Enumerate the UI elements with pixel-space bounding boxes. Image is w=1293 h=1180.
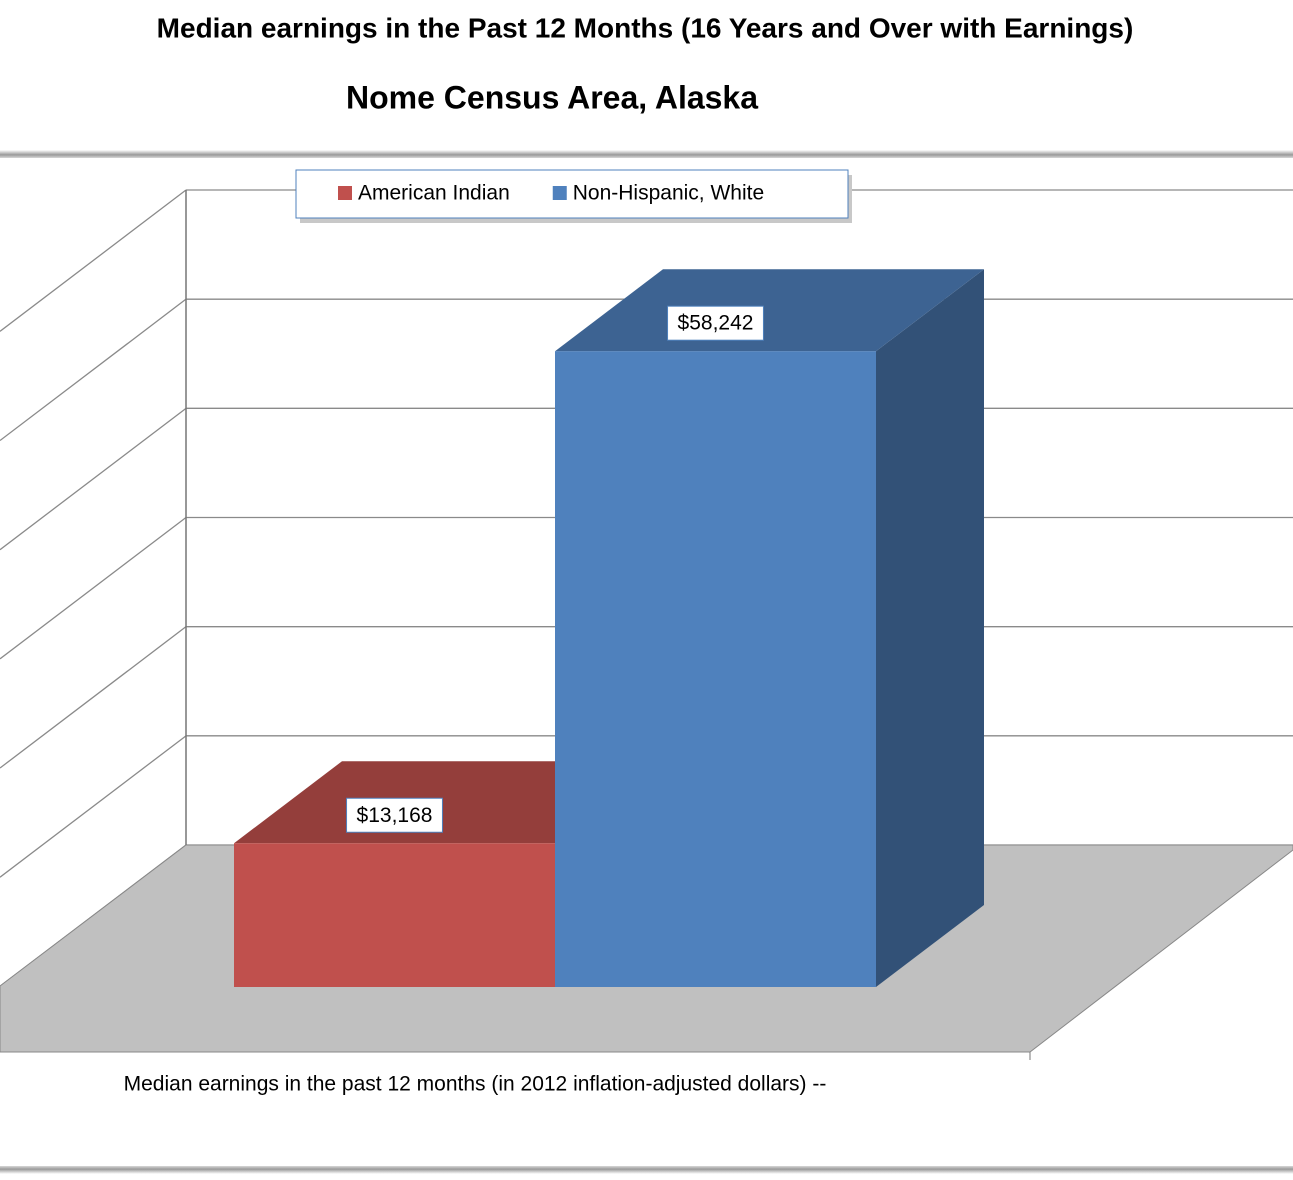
x-tick-label: Median earnings in the past 12 months (i… [124, 1073, 827, 1096]
data-label: $58,242 [678, 312, 754, 335]
chart-title: Median earnings in the Past 12 Months (1… [157, 12, 1134, 43]
legend-swatch [338, 186, 352, 200]
chart-frame-top [0, 150, 1293, 158]
chart-frame-bottom [0, 1166, 1293, 1174]
grid-line-side [0, 189, 187, 332]
legend-swatch [552, 186, 567, 200]
legend-label: American Indian [358, 182, 510, 205]
grid-line-side [0, 626, 187, 769]
data-label: $13,168 [357, 804, 433, 827]
grid-line-side [0, 735, 187, 878]
data-label-box [346, 797, 443, 833]
bar [234, 843, 555, 987]
bar-top [555, 269, 984, 352]
bar [555, 351, 876, 987]
bar-side [876, 269, 984, 987]
legend [295, 169, 849, 219]
grid-line-side [0, 298, 187, 442]
legend-label: Non-Hispanic, White [573, 182, 764, 205]
grid-line-side [0, 516, 187, 660]
chart-subtitle: Nome Census Area, Alaska [346, 79, 758, 115]
grid-line-side [0, 407, 187, 551]
data-label-box [667, 305, 764, 341]
